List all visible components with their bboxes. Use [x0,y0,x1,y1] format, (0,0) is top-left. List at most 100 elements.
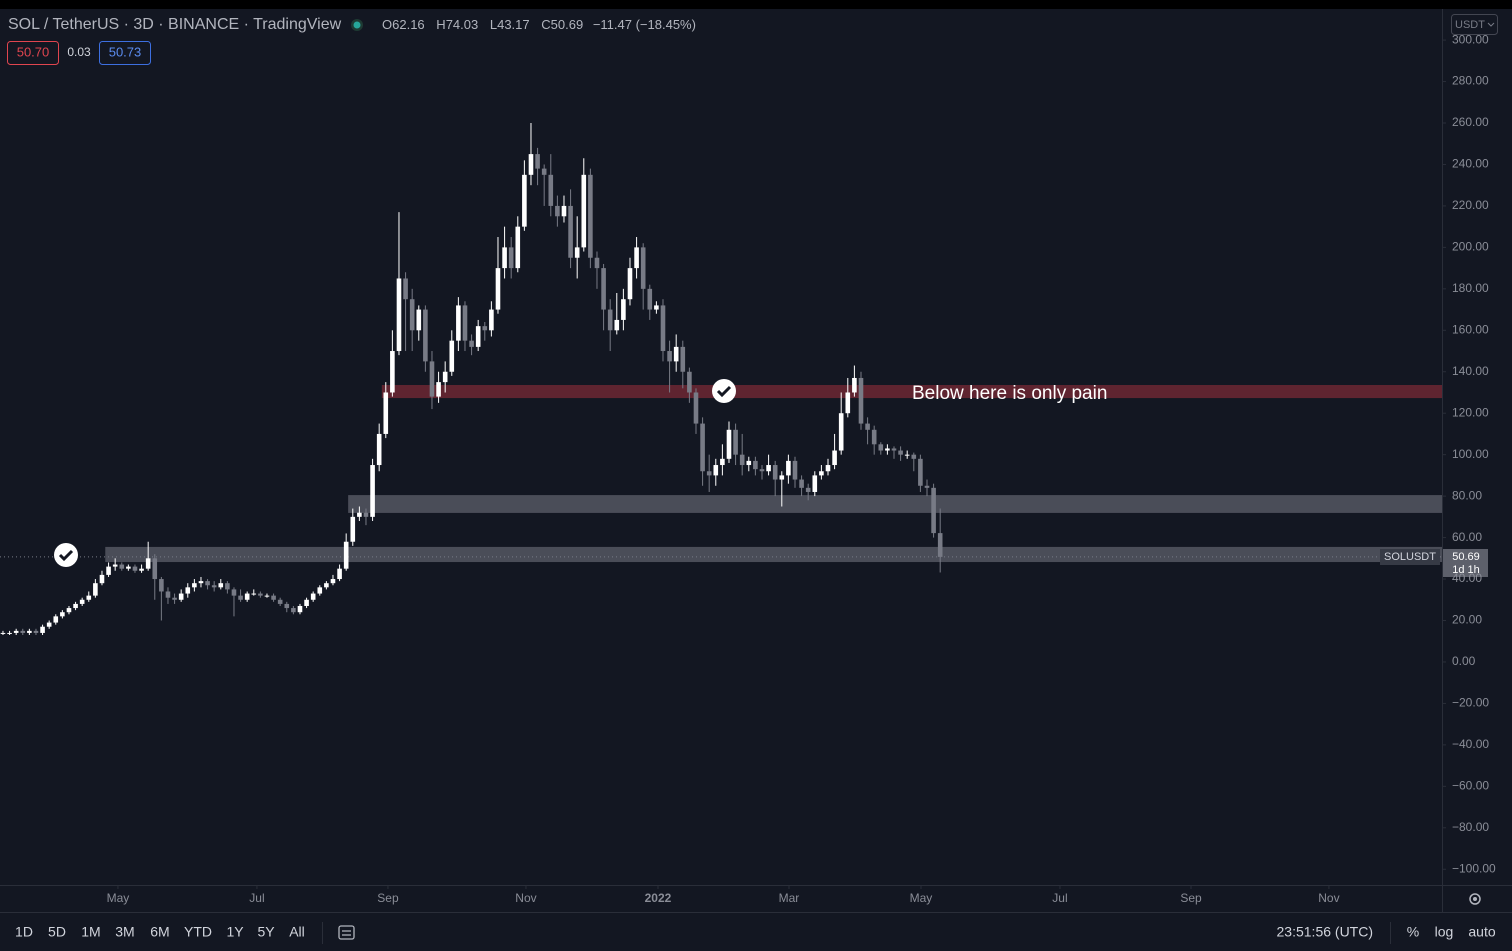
x-tick-label: May [910,891,933,905]
range-button[interactable]: 1M [81,924,100,940]
zone [381,385,1442,399]
candle-body [924,485,930,488]
candle-body [931,487,936,534]
candle-body [396,278,402,352]
candle-body [449,340,455,372]
candle-body [627,268,633,300]
compare-button[interactable] [338,925,355,940]
ohlc-label: H [436,17,445,32]
candle-body [442,371,448,383]
candle-body [759,469,765,472]
candle-body [792,460,798,480]
candle-body [172,597,177,600]
status-dot [353,21,361,29]
candle-body [489,309,494,331]
range-button[interactable]: 5D [48,924,66,940]
candle-body [159,579,164,592]
candle-body [904,454,910,456]
candle-body [93,583,98,596]
candle-body [819,471,824,476]
ohlc-value: 62.16 [392,17,425,32]
settings-button[interactable] [1469,893,1481,905]
countdown: 1d 1h [1452,564,1480,576]
candle-body [918,458,923,486]
candle-body [40,626,45,633]
candle-body [779,475,785,480]
candle-body [746,460,752,466]
symbol-title: SOL / TetherUS · 3D · BINANCE · TradingV… [8,16,342,33]
candle-body [607,309,613,331]
candle-body [878,444,884,451]
candle-body [0,632,6,634]
candle-body [898,450,903,455]
candle-body [647,288,653,310]
candle-body [416,309,422,331]
candle-body [225,583,230,590]
x-tick-label: 2022 [645,891,672,905]
candle-body [667,351,672,362]
y-tick-label: 240.00 [1452,157,1489,171]
y-tick-label: −60.00 [1452,779,1489,793]
range-button[interactable]: YTD [184,924,212,940]
candle-body [350,516,356,542]
candle-body [324,583,329,588]
candle-body [634,247,639,269]
candle-body [60,612,65,617]
candle-body [522,174,527,227]
candle-body [86,595,92,600]
candle-body [106,566,111,575]
range-button[interactable]: 1D [15,924,33,940]
candle-body [838,413,844,451]
candle-body [581,174,587,248]
x-tick-label: Jul [1052,891,1067,905]
candle-body [66,608,72,613]
candle-body [271,595,276,600]
candle-body [423,309,428,362]
y-tick-label: 260.00 [1452,115,1489,129]
dropdown-arrow [1487,22,1495,27]
candle-body [376,433,382,466]
candle-body [310,593,316,600]
range-button[interactable]: 5Y [257,924,275,940]
scale-option[interactable]: auto [1468,924,1495,940]
scale-option[interactable]: log [1435,924,1454,940]
candle-body [535,154,540,169]
candle-body [304,599,309,606]
candle-body [832,450,837,466]
range-button[interactable]: 6M [150,924,169,940]
candle-body [126,566,131,569]
currency-dropdown[interactable] [1451,14,1498,35]
candle-body [238,595,243,600]
y-tick-label: 300.00 [1452,32,1489,46]
ticker-label: SOLUSDT [1384,551,1436,563]
range-button[interactable]: All [289,924,305,940]
candle-body [13,630,19,633]
candle-body [357,512,362,517]
candle-body [482,326,488,331]
candle-body [178,593,184,600]
range-button[interactable]: 1Y [226,924,244,940]
y-tick-label: 80.00 [1452,488,1482,502]
candle-body [594,257,600,269]
candle-body [885,448,890,451]
candle-body [27,630,32,633]
ask-box [99,41,151,65]
y-tick-label: 140.00 [1452,364,1489,378]
candle-body [264,595,270,597]
scale-option[interactable]: % [1407,924,1419,940]
range-button[interactable]: 3M [115,924,134,940]
check-icon [54,543,78,567]
ask-price: 50.73 [109,44,142,59]
candle-body [825,465,831,472]
y-tick-label: −100.00 [1452,861,1496,875]
candle-body [436,382,441,397]
candle-body [660,305,666,352]
candle-body [429,361,435,397]
candle-body [561,205,567,217]
candle-body [502,247,507,269]
candle-body [297,605,303,613]
zone [105,546,1442,563]
last-price-box [1443,549,1488,577]
